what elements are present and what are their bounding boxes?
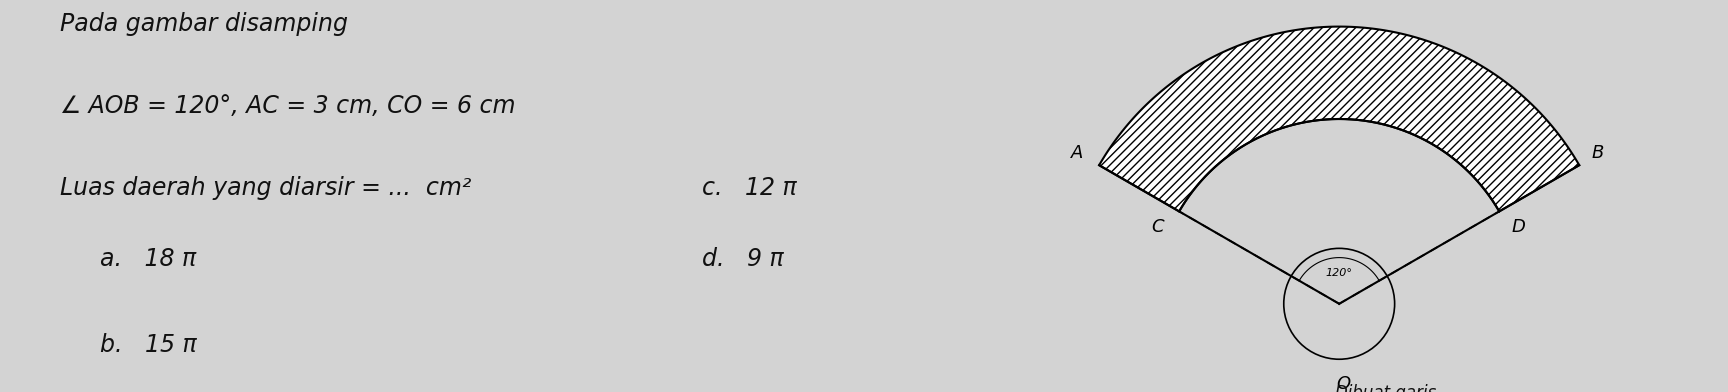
Text: b.   15 π: b. 15 π: [100, 333, 197, 357]
Text: d.   9 π: d. 9 π: [702, 247, 783, 271]
Text: Luas daerah yang diarsir = ...  cm²: Luas daerah yang diarsir = ... cm²: [60, 176, 472, 200]
Text: A: A: [1071, 144, 1083, 162]
Text: c.   12 π: c. 12 π: [702, 176, 797, 200]
Text: O: O: [1337, 375, 1351, 392]
Text: D: D: [1512, 218, 1526, 236]
Text: ∠ AOB = 120°, AC = 3 cm, CO = 6 cm: ∠ AOB = 120°, AC = 3 cm, CO = 6 cm: [60, 94, 515, 118]
Text: Pada gambar disamping: Pada gambar disamping: [60, 12, 347, 36]
Text: Dibuat garis: Dibuat garis: [1334, 385, 1436, 392]
Text: 120°: 120°: [1325, 268, 1353, 278]
Text: C: C: [1151, 218, 1163, 236]
Text: B: B: [1591, 144, 1604, 162]
Polygon shape: [1099, 27, 1579, 211]
Text: a.   18 π: a. 18 π: [100, 247, 197, 271]
